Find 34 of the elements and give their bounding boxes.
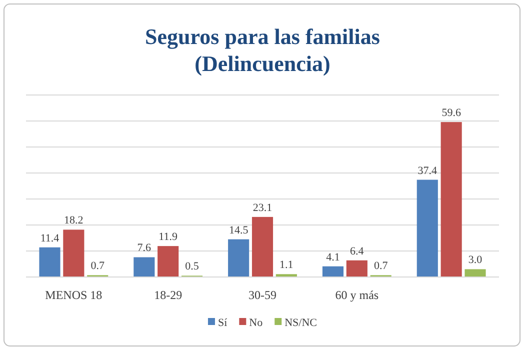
- data-label: 11.9: [158, 231, 178, 244]
- data-label: 7.6: [137, 242, 152, 254]
- data-label: 11.4: [40, 232, 60, 244]
- data-label: 14.5: [228, 224, 249, 236]
- data-label: 0.5: [185, 260, 200, 273]
- data-label: 37.4: [418, 164, 438, 177]
- legend-label: NS/NC: [284, 317, 318, 329]
- x-tick-label: MENOS 18: [45, 288, 102, 302]
- data-label: 3.0: [468, 254, 483, 266]
- bar: [228, 239, 250, 277]
- bar: [63, 230, 84, 277]
- data-label: 59.6: [442, 107, 462, 120]
- bar: [322, 266, 344, 277]
- x-tick-label: 30-59: [248, 288, 276, 302]
- legend-label: No: [249, 317, 264, 329]
- bar: [440, 122, 462, 277]
- bar: [252, 216, 274, 277]
- bar: [158, 246, 179, 277]
- data-label: 4.1: [326, 251, 340, 264]
- bar: [464, 269, 486, 277]
- legend-label: Sí: [218, 317, 228, 329]
- data-label: 0.7: [90, 260, 105, 272]
- bar: [416, 180, 438, 277]
- chart-title: Seguros para las familias (Delincuencia): [145, 24, 380, 76]
- data-label: 18.2: [64, 214, 84, 227]
- data-label: 23.1: [252, 202, 272, 214]
- bar: [346, 260, 368, 277]
- x-tick-label: 18-29: [154, 288, 182, 302]
- data-label: 0.7: [374, 260, 388, 272]
- data-label: 1.1: [280, 259, 294, 272]
- bar: [39, 247, 60, 277]
- x-tick-label: 60 y más: [335, 288, 379, 302]
- bar: [134, 257, 155, 277]
- data-label: 6.4: [350, 245, 364, 258]
